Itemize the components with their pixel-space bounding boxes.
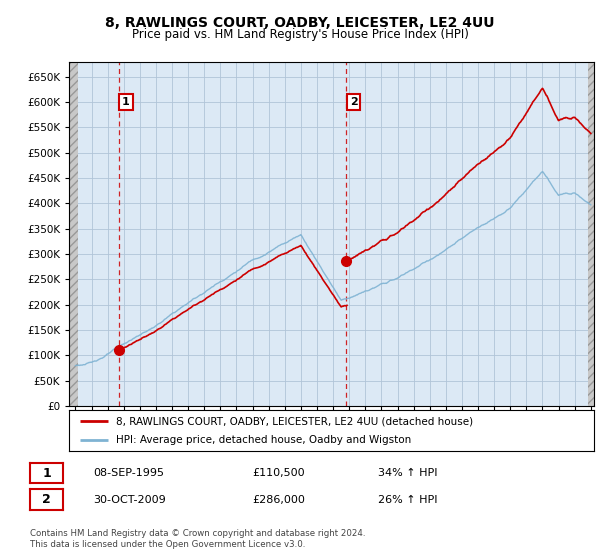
Text: 1: 1	[42, 466, 51, 480]
Text: 1: 1	[122, 97, 130, 107]
Text: 2: 2	[350, 97, 358, 107]
Text: Price paid vs. HM Land Registry's House Price Index (HPI): Price paid vs. HM Land Registry's House …	[131, 28, 469, 41]
Text: 2: 2	[42, 493, 51, 506]
Text: 34% ↑ HPI: 34% ↑ HPI	[378, 468, 437, 478]
Text: 8, RAWLINGS COURT, OADBY, LEICESTER, LE2 4UU: 8, RAWLINGS COURT, OADBY, LEICESTER, LE2…	[105, 16, 495, 30]
Text: 8, RAWLINGS COURT, OADBY, LEICESTER, LE2 4UU (detached house): 8, RAWLINGS COURT, OADBY, LEICESTER, LE2…	[116, 417, 473, 426]
Text: 30-OCT-2009: 30-OCT-2009	[93, 494, 166, 505]
Text: 26% ↑ HPI: 26% ↑ HPI	[378, 494, 437, 505]
Text: 08-SEP-1995: 08-SEP-1995	[93, 468, 164, 478]
Text: HPI: Average price, detached house, Oadby and Wigston: HPI: Average price, detached house, Oadb…	[116, 435, 412, 445]
Text: Contains HM Land Registry data © Crown copyright and database right 2024.
This d: Contains HM Land Registry data © Crown c…	[30, 529, 365, 549]
Text: £110,500: £110,500	[252, 468, 305, 478]
Text: £286,000: £286,000	[252, 494, 305, 505]
